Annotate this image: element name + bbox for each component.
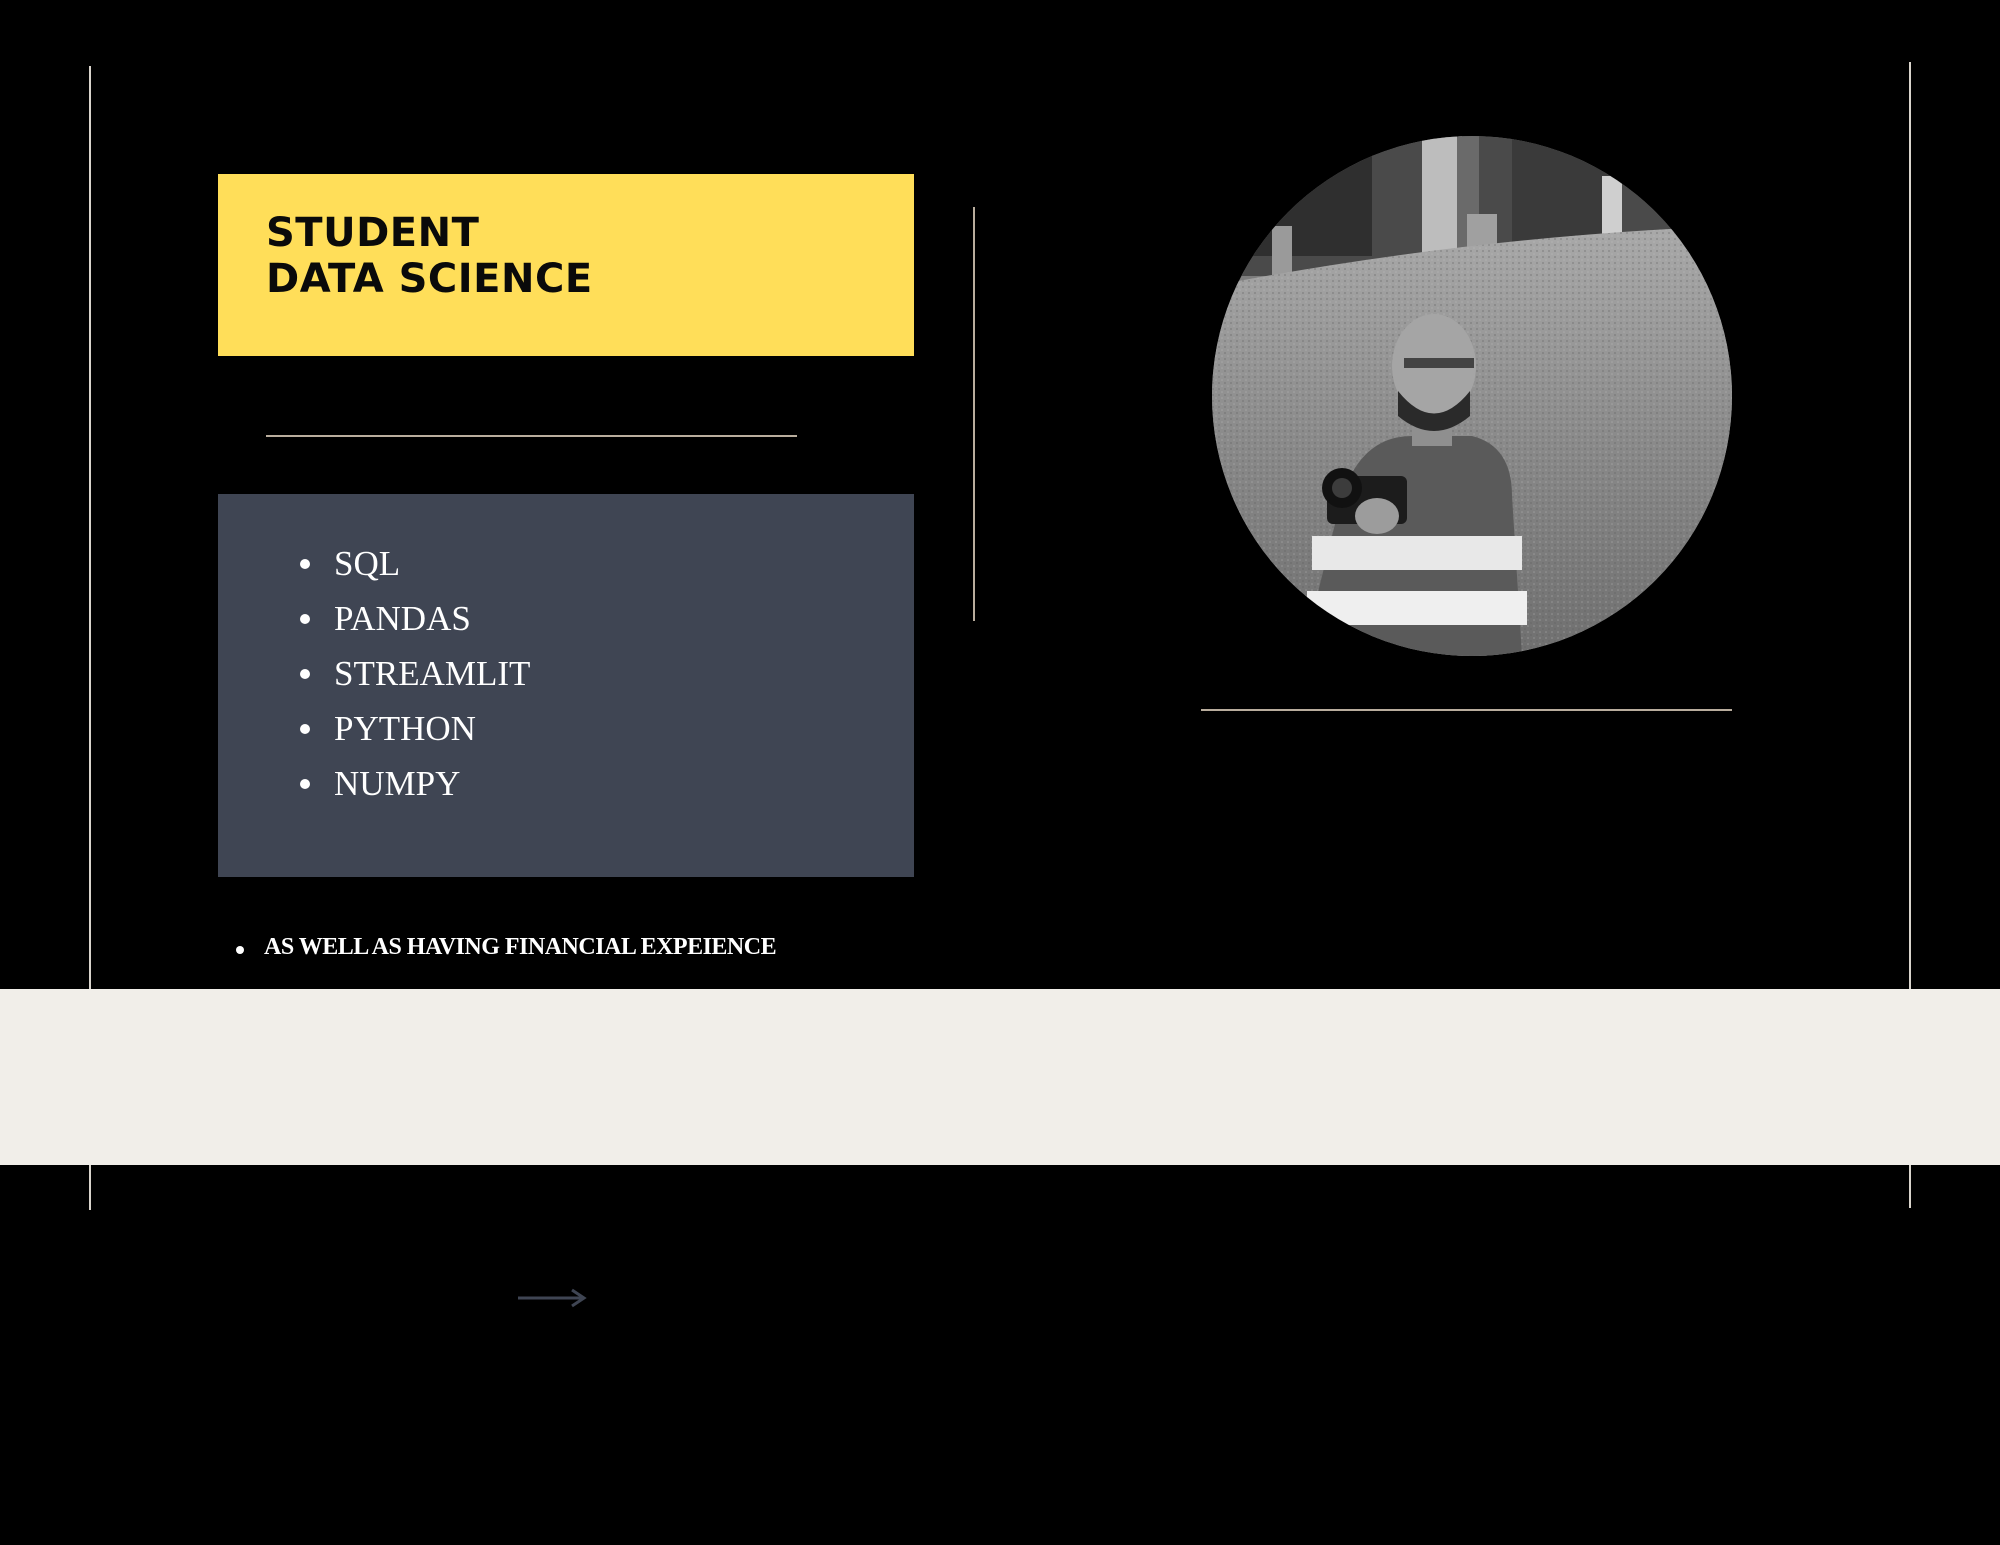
skills-list: SQL PANDAS STREAMLIT PYTHON NUMPY: [300, 536, 530, 811]
skill-item: SQL: [300, 536, 530, 591]
profile-photo-illustration: [1212, 136, 1732, 656]
frame-line-right: [1909, 62, 1911, 1208]
skill-item: NUMPY: [300, 756, 530, 811]
title-line-1: STUDENT: [266, 210, 480, 256]
title-line-2: DATA SCIENCE: [266, 256, 593, 302]
arrow-right-icon: [516, 1286, 588, 1315]
photo-divider: [1201, 709, 1732, 711]
skill-item: STREAMLIT: [300, 646, 530, 701]
bottom-band: [0, 989, 2000, 1165]
frame-line-left: [89, 66, 91, 1210]
profile-photo: [1212, 136, 1732, 656]
title-divider: [266, 435, 797, 437]
skill-item: PANDAS: [300, 591, 530, 646]
experience-note: AS WELL AS HAVING FINANCIAL EXPEIENCE: [236, 934, 777, 961]
column-divider: [973, 207, 975, 621]
skills-box: SQL PANDAS STREAMLIT PYTHON NUMPY: [218, 494, 914, 877]
title-box: STUDENT DATA SCIENCE: [218, 174, 914, 356]
skill-item: PYTHON: [300, 701, 530, 756]
